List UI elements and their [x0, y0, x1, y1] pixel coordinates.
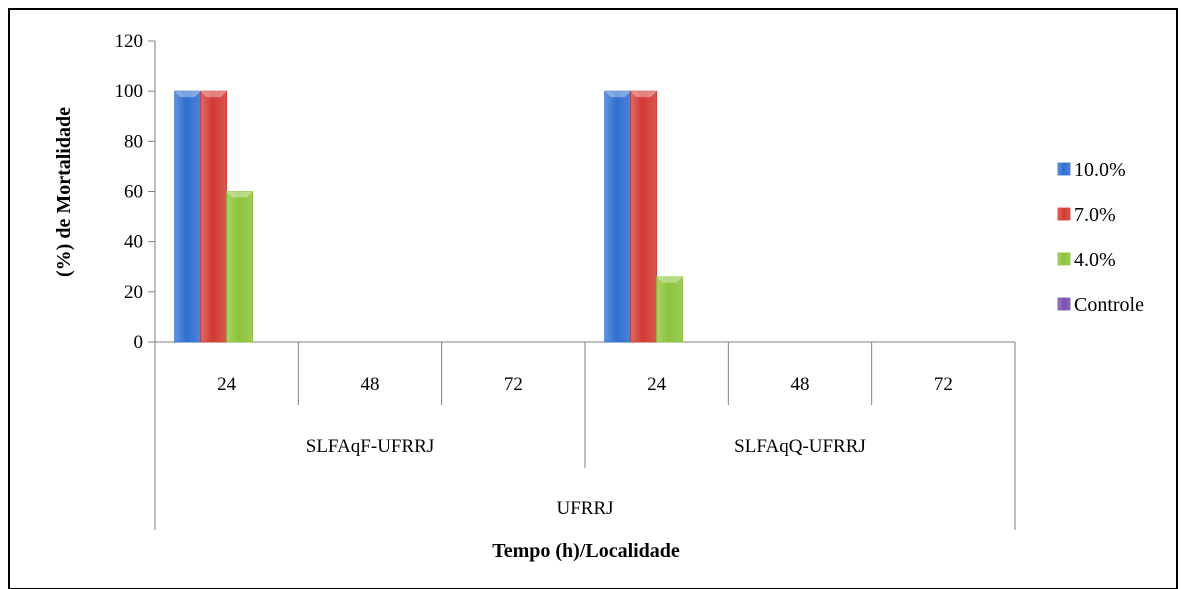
legend-label: Controle [1074, 294, 1144, 316]
legend-swatch [1057, 297, 1071, 311]
x-group-label: SLFAqQ-UFRRJ [734, 436, 866, 457]
bar [656, 276, 684, 343]
y-tick-label: 0 [134, 332, 144, 353]
x-tick-label: 72 [504, 374, 523, 395]
y-tick-label: 100 [115, 81, 144, 102]
x-tick-label: 24 [647, 374, 667, 395]
x-supergroup-label: UFRRJ [556, 498, 613, 519]
bar-bevel [174, 91, 201, 98]
y-tick-label: 120 [115, 31, 144, 52]
bar-bevel [226, 191, 253, 198]
legend-swatch [1057, 207, 1071, 221]
x-tick-label: 24 [217, 374, 237, 395]
bar [174, 90, 202, 343]
x-axis-title: Tempo (h)/Localidade [492, 540, 680, 562]
y-tick-label: 40 [124, 232, 143, 253]
axis-labels: 0 20 40 60 80 100 120 24 48 72 24 48 72 SLFAqF-UFRRJ S… [115, 31, 953, 519]
bar [200, 90, 228, 343]
bar-bevel [200, 91, 227, 98]
legend-label: 7.0% [1074, 204, 1116, 226]
y-tick-label: 80 [124, 131, 143, 152]
bar [604, 90, 632, 343]
legend-label: 10.0% [1074, 159, 1126, 181]
x-tick-label: 48 [361, 374, 380, 395]
x-tick-label: 72 [934, 374, 953, 395]
axes [148, 40, 1016, 530]
y-tick-label: 20 [124, 282, 143, 303]
x-group-label: SLFAqF-UFRRJ [306, 436, 434, 457]
bar-bevel [656, 276, 683, 283]
legend-swatch [1057, 162, 1071, 176]
bar [630, 90, 658, 343]
legend-label: 4.0% [1074, 249, 1116, 271]
bars [174, 90, 684, 343]
y-tick-label: 60 [124, 182, 143, 203]
bar-bevel [604, 91, 631, 98]
legend: 10.0% 7.0% 4.0% Controle [1057, 159, 1144, 316]
y-axis-title: (%) de Mortalidade [53, 107, 75, 277]
bar-bevel [630, 91, 657, 98]
x-tick-label: 48 [791, 374, 810, 395]
bar [226, 191, 254, 343]
legend-swatch [1057, 252, 1071, 266]
